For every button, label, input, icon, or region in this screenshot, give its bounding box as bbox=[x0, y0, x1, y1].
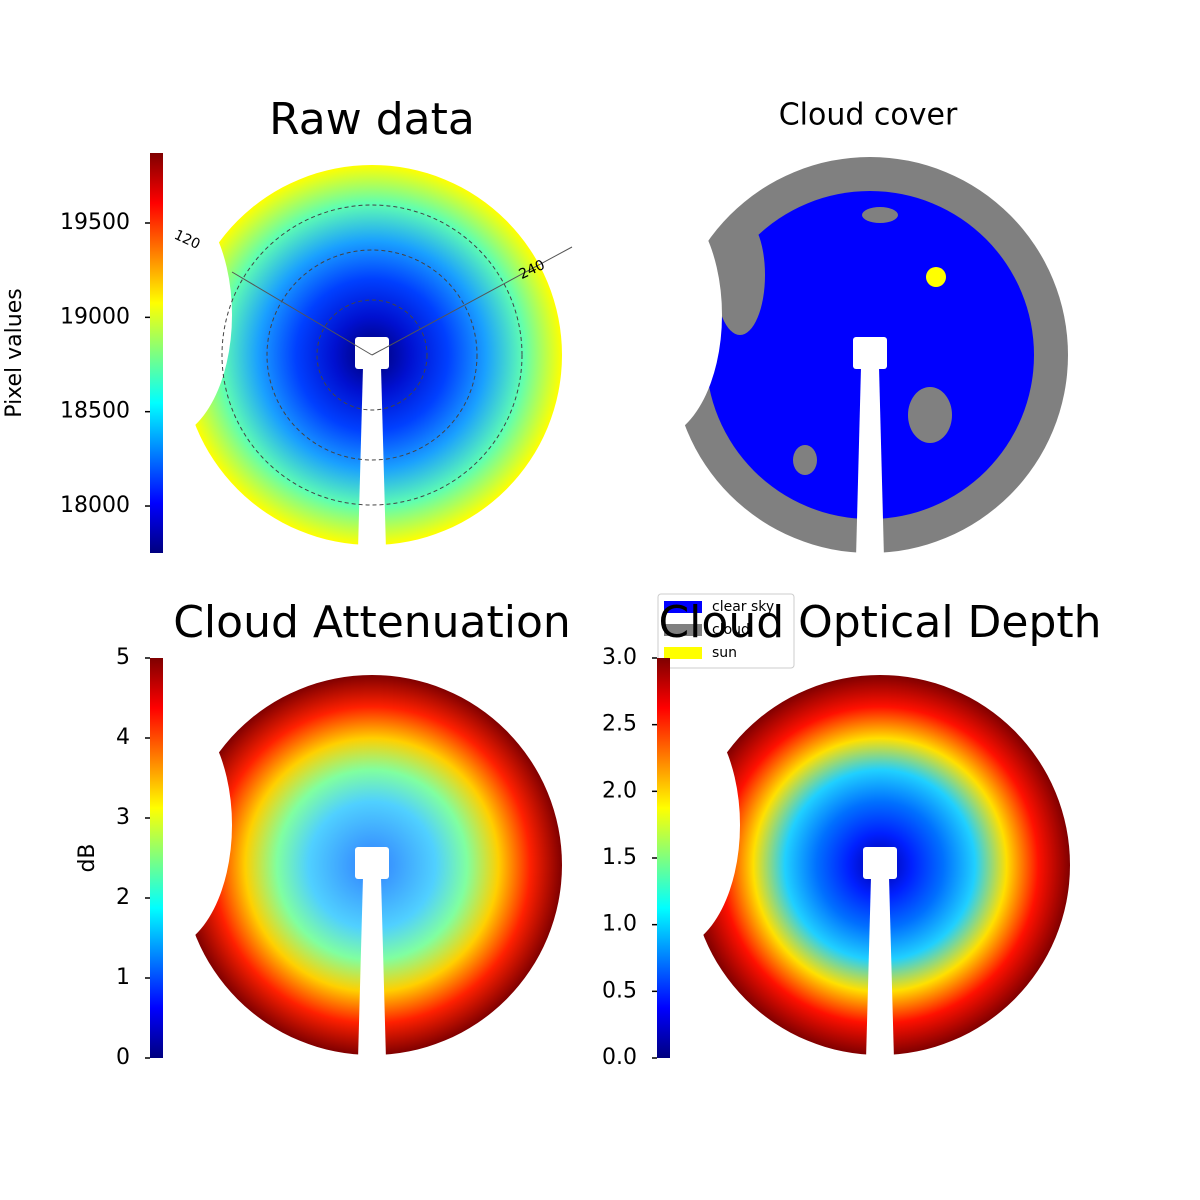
azimuth-line bbox=[371, 246, 573, 356]
panel-title: Cloud Optical Depth bbox=[658, 597, 1101, 648]
colorbar-tick-label: 18000 bbox=[60, 493, 130, 518]
class-cloud bbox=[908, 387, 952, 443]
colorbar bbox=[657, 658, 670, 1058]
colorbar-tick-label: 3.0 bbox=[602, 645, 637, 670]
class-cloud bbox=[862, 207, 898, 223]
colorbar-label: dB bbox=[75, 843, 100, 872]
colorbar-tick-label: 19000 bbox=[60, 304, 130, 329]
legend-swatch bbox=[664, 624, 702, 636]
polar-grid bbox=[266, 249, 478, 461]
legend-swatch bbox=[664, 601, 702, 613]
panel-title: Cloud cover bbox=[779, 98, 958, 133]
colorbar-tick-label: 1 bbox=[116, 965, 130, 990]
class-cloud bbox=[715, 215, 765, 335]
colorbar-tick-label: 18500 bbox=[60, 399, 130, 424]
panel-title: Raw data bbox=[269, 94, 475, 145]
legend-swatch bbox=[664, 647, 702, 659]
polar-grid bbox=[316, 299, 428, 411]
colorbar-label: Pixel values bbox=[2, 288, 27, 417]
colorbar bbox=[150, 658, 163, 1058]
colorbar-tick-label: 2 bbox=[116, 885, 130, 910]
colorbar-tick-label: 4 bbox=[116, 725, 130, 750]
colorbar-tick-label: 2.5 bbox=[602, 712, 637, 737]
panel-title: Cloud Attenuation bbox=[173, 597, 571, 648]
colorbar-tick-label: 0.5 bbox=[602, 978, 637, 1003]
colorbar-tick-label: 3 bbox=[116, 805, 130, 830]
colorbar-tick-label: 1.5 bbox=[602, 845, 637, 870]
sky-mask bbox=[582, 190, 722, 440]
colorbar-tick-label: 1.0 bbox=[602, 912, 637, 937]
azimuth-line bbox=[231, 271, 373, 356]
legend-label: clear sky bbox=[712, 599, 774, 615]
camera-arm bbox=[355, 847, 389, 879]
camera-arm bbox=[355, 337, 389, 369]
colorbar-tick-label: 5 bbox=[116, 645, 130, 670]
class-sun bbox=[926, 267, 946, 287]
colorbar-tick-label: 2.0 bbox=[602, 778, 637, 803]
camera-arm bbox=[853, 337, 887, 369]
legend-label: sun bbox=[712, 645, 737, 661]
colorbar-tick-label: 19500 bbox=[60, 210, 130, 235]
colorbar-tick-label: 0 bbox=[116, 1045, 130, 1070]
camera-arm bbox=[856, 367, 884, 558]
camera-arm bbox=[358, 877, 386, 1060]
camera-arm bbox=[863, 847, 897, 879]
polar-grid bbox=[221, 204, 523, 506]
colorbar-tick-label: 0.0 bbox=[602, 1045, 637, 1070]
class-cloud bbox=[793, 445, 817, 475]
camera-arm bbox=[866, 877, 894, 1060]
legend-label: cloud bbox=[712, 622, 750, 638]
colorbar bbox=[150, 153, 163, 553]
camera-arm bbox=[358, 367, 386, 550]
